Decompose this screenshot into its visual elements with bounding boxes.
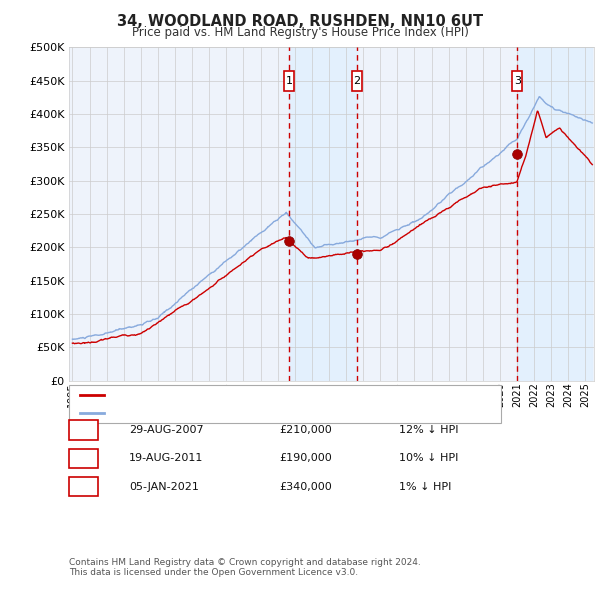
Bar [517,47,592,381]
Text: 19-AUG-2011: 19-AUG-2011 [129,454,203,463]
Text: 3: 3 [514,76,521,86]
Text: 34, WOODLAND ROAD, RUSHDEN, NN10 6UT (detached house): 34, WOODLAND ROAD, RUSHDEN, NN10 6UT (de… [108,390,437,400]
Text: 34, WOODLAND ROAD, RUSHDEN, NN10 6UT: 34, WOODLAND ROAD, RUSHDEN, NN10 6UT [117,14,483,29]
Text: 1% ↓ HPI: 1% ↓ HPI [399,482,451,491]
Text: 2: 2 [353,76,361,86]
Text: 2: 2 [80,454,87,463]
Text: Price paid vs. HM Land Registry's House Price Index (HPI): Price paid vs. HM Land Registry's House … [131,26,469,39]
Text: 1: 1 [80,425,87,435]
Text: 12% ↓ HPI: 12% ↓ HPI [399,425,458,435]
FancyBboxPatch shape [512,71,523,90]
Text: £210,000: £210,000 [279,425,332,435]
Text: Contains HM Land Registry data © Crown copyright and database right 2024.
This d: Contains HM Land Registry data © Crown c… [69,558,421,577]
Text: 10% ↓ HPI: 10% ↓ HPI [399,454,458,463]
Text: 29-AUG-2007: 29-AUG-2007 [129,425,203,435]
FancyBboxPatch shape [284,71,294,90]
Text: 1: 1 [286,76,292,86]
Text: 05-JAN-2021: 05-JAN-2021 [129,482,199,491]
FancyBboxPatch shape [352,71,362,90]
Bar [289,47,357,381]
Text: £340,000: £340,000 [279,482,332,491]
Text: HPI: Average price, detached house, North Northamptonshire: HPI: Average price, detached house, Nort… [108,408,428,418]
Text: £190,000: £190,000 [279,454,332,463]
Text: 3: 3 [80,482,87,491]
